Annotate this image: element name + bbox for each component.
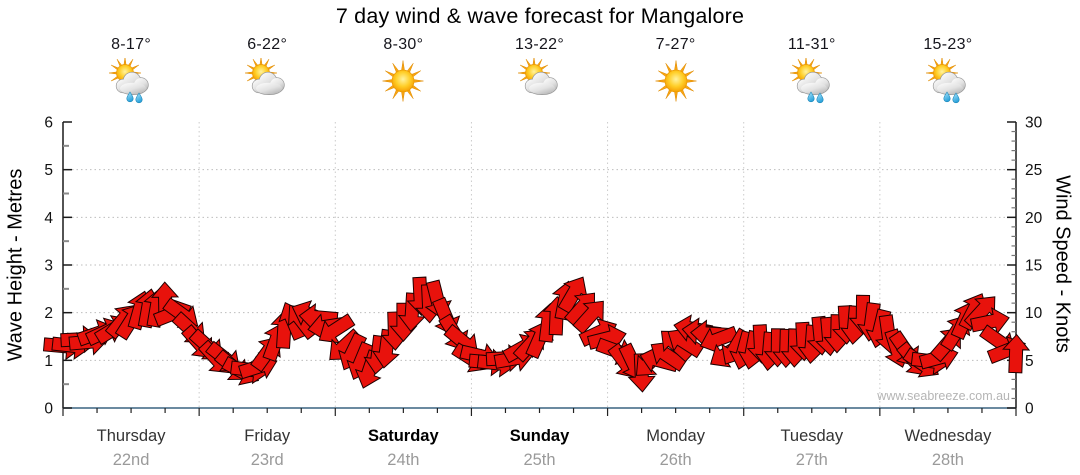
sun-cloud-icon	[243, 56, 291, 104]
sun-cloud-rain-icon	[788, 56, 836, 104]
left-axis-tick-label: 6	[44, 115, 53, 132]
day-name-label: Thursday	[97, 427, 167, 445]
sun-icon	[652, 58, 700, 104]
day-temp-range: 8-30°	[383, 36, 424, 53]
day-temp-range: 11-31°	[787, 36, 836, 53]
watermark: www.seabreeze.com.au	[876, 389, 1010, 403]
right-axis-tick-label: 5	[1025, 353, 1034, 370]
chart-title: 7 day wind & wave forecast for Mangalore	[335, 4, 745, 28]
sun-icon	[379, 58, 427, 104]
left-axis-tick-label: 4	[44, 210, 53, 227]
day-date-label: 24th	[387, 451, 419, 469]
sun-cloud-rain-icon	[924, 56, 972, 104]
right-axis-tick-label: 0	[1025, 401, 1034, 418]
right-axis-tick-label: 20	[1025, 210, 1043, 227]
day-name-label: Monday	[646, 427, 705, 445]
day-name-label: Tuesday	[780, 427, 843, 445]
wind-arrow	[318, 313, 356, 344]
day-temp-range: 6-22°	[247, 36, 288, 53]
right-axis-tick-label: 25	[1025, 162, 1042, 179]
day-date-label: 23rd	[251, 451, 284, 469]
day-name-label: Saturday	[368, 427, 439, 445]
x-axis-day-labels: Thursday 22nd Friday 23rd Saturday 24th Sunday…	[97, 427, 992, 469]
right-axis-tick-label: 10	[1025, 305, 1043, 322]
day-temp-range: 7-27°	[655, 36, 696, 53]
day-name-label: Wednesday	[905, 427, 993, 445]
day-temp-range: 15-23°	[923, 36, 973, 53]
day-temp-range: 8-17°	[111, 36, 152, 53]
day-date-label: 25th	[523, 451, 555, 469]
left-axis-tick-label: 3	[44, 258, 53, 275]
day-temp-range: 13-22°	[514, 36, 565, 53]
wind-arrows	[42, 276, 1031, 393]
axes: 0 1 2 3 4 5 6 0 5 10 15 20 25 30	[44, 115, 1042, 418]
sun-cloud-icon	[516, 56, 564, 104]
sun-cloud-rain-icon	[107, 56, 155, 104]
wind-arrow	[969, 307, 1010, 335]
wind-arrow	[1002, 333, 1031, 374]
right-axis-tick-label: 15	[1025, 258, 1042, 275]
left-axis-tick-label: 5	[44, 162, 53, 179]
day-name-label: Sunday	[510, 427, 570, 445]
day-date-label: 27th	[796, 451, 828, 469]
left-axis-tick-label: 0	[44, 401, 53, 418]
right-axis-tick-label: 30	[1025, 115, 1043, 132]
wind-arrow	[572, 300, 604, 335]
day-date-label: 26th	[660, 451, 692, 469]
day-date-label: 28th	[932, 451, 964, 469]
left-axis-tick-label: 2	[44, 305, 53, 322]
left-axis-tick-label: 1	[44, 353, 53, 370]
gridlines	[63, 122, 1016, 408]
day-date-label: 22nd	[113, 451, 150, 469]
day-name-label: Friday	[244, 427, 291, 445]
